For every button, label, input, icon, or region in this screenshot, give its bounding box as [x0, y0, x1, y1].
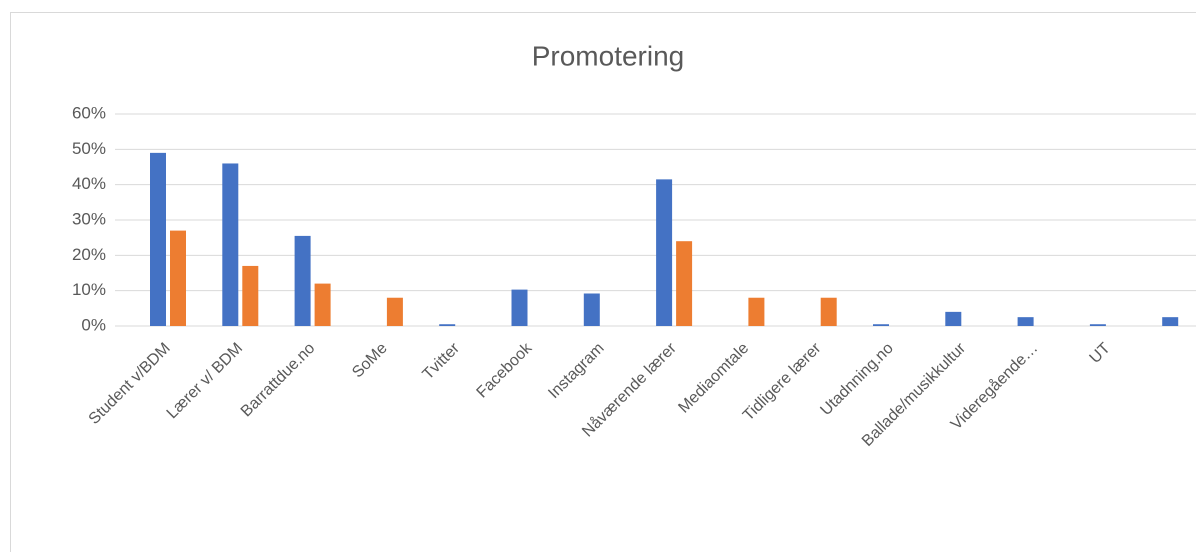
chart-title: Promotering — [532, 40, 685, 71]
bar — [242, 265, 259, 326]
bar — [150, 152, 166, 326]
bar — [314, 283, 331, 326]
bar — [873, 324, 889, 326]
bar — [676, 241, 693, 326]
y-tick-label: 0% — [81, 315, 106, 334]
bar — [170, 230, 186, 326]
bar — [386, 297, 403, 326]
bar — [1162, 317, 1179, 326]
bar — [294, 235, 311, 326]
y-tick-label: 20% — [72, 245, 106, 264]
bar — [583, 293, 600, 326]
bar — [511, 289, 528, 326]
y-tick-label: 40% — [72, 174, 106, 193]
bar — [656, 179, 673, 326]
chart-frame — [10, 12, 1196, 552]
bar — [439, 324, 456, 326]
y-tick-label: 10% — [72, 280, 106, 299]
bar — [748, 297, 765, 326]
bar — [222, 163, 239, 326]
bar — [820, 297, 837, 326]
y-tick-label: 50% — [72, 139, 106, 158]
bar — [945, 311, 962, 326]
y-tick-label: 30% — [72, 209, 106, 228]
y-tick-label: 60% — [72, 103, 106, 122]
bar — [1017, 317, 1034, 326]
bar — [1089, 324, 1106, 326]
